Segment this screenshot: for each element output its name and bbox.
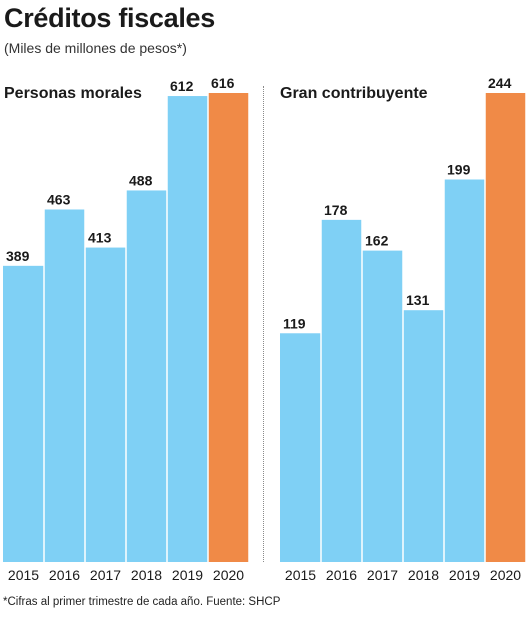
x-tick-gran-contribuyente-2016: 2016	[326, 567, 357, 583]
x-tick-gran-contribuyente-2018: 2018	[408, 567, 439, 583]
x-tick-personas-morales-2020: 2020	[213, 567, 244, 583]
bar-gran-contribuyente-2018	[403, 310, 444, 562]
value-label-gran-contribuyente-2020: 244	[488, 75, 512, 91]
value-label-personas-morales-2016: 463	[47, 191, 71, 207]
bar-gran-contribuyente-2015	[280, 333, 321, 562]
bar-personas-morales-2019	[167, 96, 208, 563]
panel-divider	[263, 86, 264, 562]
x-tick-gran-contribuyente-2017: 2017	[367, 567, 398, 583]
x-tick-personas-morales-2018: 2018	[131, 567, 162, 583]
value-label-personas-morales-2017: 413	[88, 230, 112, 246]
bar-gran-contribuyente-2016	[321, 219, 362, 563]
value-label-personas-morales-2018: 488	[129, 172, 153, 188]
value-label-gran-contribuyente-2015: 119	[283, 315, 306, 331]
x-tick-personas-morales-2015: 2015	[8, 567, 39, 583]
x-tick-gran-contribuyente-2020: 2020	[490, 567, 521, 583]
panel-title-gran-contribuyente: Gran contribuyente	[280, 85, 428, 102]
bar-personas-morales-2018	[126, 190, 167, 562]
x-tick-gran-contribuyente-2019: 2019	[449, 567, 480, 583]
bar-gran-contribuyente-2019	[444, 179, 485, 562]
value-label-gran-contribuyente-2016: 178	[324, 202, 348, 218]
x-tick-personas-morales-2017: 2017	[90, 567, 121, 583]
bar-personas-morales-2020	[208, 93, 249, 562]
panel-title-personas-morales: Personas morales	[4, 85, 142, 102]
bar-gran-contribuyente-2017	[362, 250, 403, 563]
value-label-personas-morales-2015: 389	[6, 248, 30, 264]
footnote: *Cifras al primer trimestre de cada año.…	[3, 596, 281, 608]
chart-subtitle: (Miles de millones de pesos*)	[4, 40, 187, 56]
x-tick-personas-morales-2019: 2019	[172, 567, 203, 583]
bar-personas-morales-2015	[3, 265, 44, 562]
value-label-gran-contribuyente-2018: 131	[406, 292, 430, 308]
bar-personas-morales-2016	[44, 209, 85, 563]
value-label-personas-morales-2019: 612	[170, 78, 194, 94]
bar-gran-contribuyente-2020	[485, 93, 526, 562]
bar-personas-morales-2017	[85, 247, 126, 562]
x-tick-personas-morales-2016: 2016	[49, 567, 80, 583]
value-label-personas-morales-2020: 616	[211, 75, 235, 91]
chart-title: Créditos fiscales	[4, 3, 215, 33]
x-tick-gran-contribuyente-2015: 2015	[285, 567, 316, 583]
value-label-gran-contribuyente-2017: 162	[365, 233, 389, 249]
value-label-gran-contribuyente-2019: 199	[447, 162, 471, 178]
